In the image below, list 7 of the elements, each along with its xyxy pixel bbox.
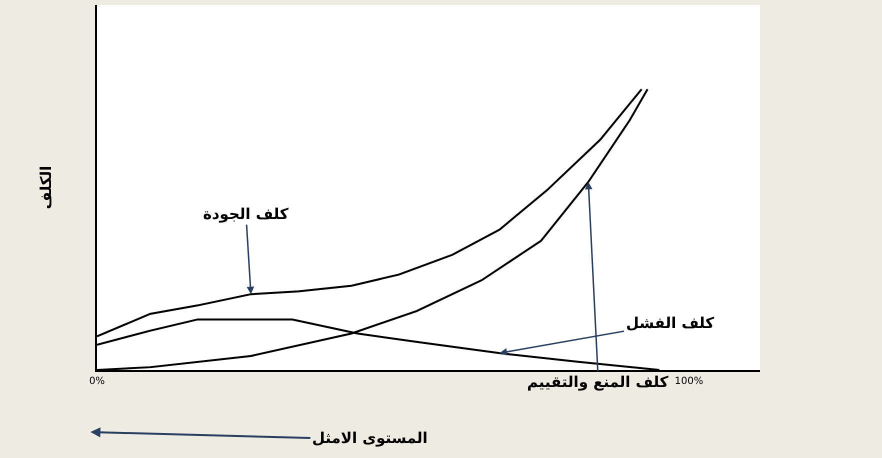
- annotation: كلف المنع والتقييم: [527, 373, 669, 391]
- y-axis-title: الكلف: [36, 166, 55, 210]
- text: المستوى الامثل: [312, 429, 428, 447]
- annotation: كلف الجودة: [203, 205, 289, 223]
- x-tick-label: 100%: [674, 376, 704, 387]
- x-tick-label: 0%: [89, 376, 105, 387]
- annotation: كلف الفشل: [626, 314, 714, 332]
